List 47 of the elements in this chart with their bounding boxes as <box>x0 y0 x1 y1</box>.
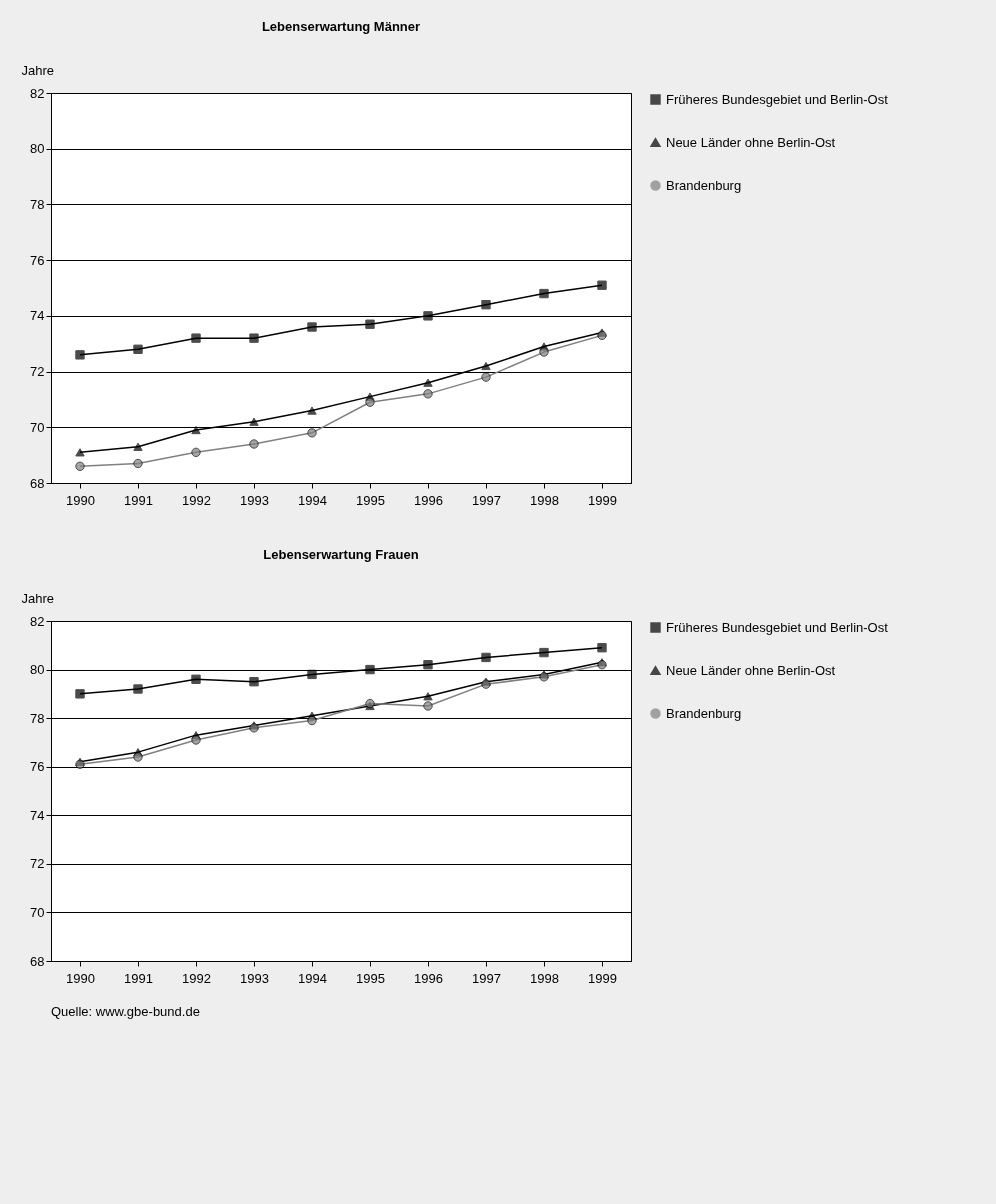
legend-label: Neue Länder ohne Berlin-Ost <box>666 662 836 678</box>
y-tick-label: 76 <box>30 759 45 775</box>
chart-title: Lebenserwartung Frauen <box>263 547 419 562</box>
y-tick-label: 80 <box>30 141 45 157</box>
x-tick-label: 1998 <box>530 492 559 508</box>
x-tick-label: 1991 <box>124 970 153 986</box>
x-tick-label: 1999 <box>588 970 617 986</box>
x-tick-label: 1998 <box>530 970 559 986</box>
y-tick-label: 70 <box>30 419 45 435</box>
x-tick-label: 1997 <box>472 492 501 508</box>
y-axis-title: Jahre <box>21 62 55 78</box>
x-tick-label: 1994 <box>298 492 327 508</box>
x-tick-label: 1990 <box>66 970 95 986</box>
y-tick-label: 74 <box>30 807 45 823</box>
chart-title: Lebenserwartung Männer <box>261 19 421 34</box>
y-tick-label: 72 <box>30 856 45 872</box>
legend-label: Früheres Bundesgebiet und Berlin-Ost <box>666 619 889 635</box>
y-tick-label: 82 <box>30 613 45 629</box>
y-tick-label: 68 <box>30 475 45 491</box>
y-tick-label: 78 <box>30 710 45 726</box>
y-tick-label: 68 <box>30 953 45 969</box>
x-tick-label: 1993 <box>240 970 269 986</box>
x-tick-label: 1995 <box>356 492 385 508</box>
y-tick-label: 74 <box>30 308 45 324</box>
y-tick-label: 82 <box>30 85 45 101</box>
y-tick-label: 78 <box>30 196 45 212</box>
x-tick-label: 1992 <box>182 970 211 986</box>
x-tick-label: 1995 <box>356 970 385 986</box>
x-tick-label: 1999 <box>588 492 617 508</box>
x-tick-label: 1994 <box>298 970 327 986</box>
y-tick-label: 70 <box>30 904 45 920</box>
legend-label: Brandenburg <box>666 705 742 721</box>
legend-label: Brandenburg <box>666 177 742 193</box>
x-tick-label: 1996 <box>414 970 443 986</box>
x-tick-label: 1990 <box>66 492 95 508</box>
legend-label: Neue Länder ohne Berlin-Ost <box>666 134 836 150</box>
legend-label: Früheres Bundesgebiet und Berlin-Ost <box>666 91 889 107</box>
y-tick-label: 76 <box>30 252 45 268</box>
x-tick-label: 1996 <box>414 492 443 508</box>
x-tick-label: 1993 <box>240 492 269 508</box>
x-tick-label: 1992 <box>182 492 211 508</box>
y-tick-label: 80 <box>30 662 45 678</box>
y-tick-label: 72 <box>30 364 45 380</box>
x-tick-label: 1997 <box>472 970 501 986</box>
source-note: Quelle: www.gbe-bund.de <box>51 1003 200 1019</box>
x-tick-label: 1991 <box>124 492 153 508</box>
y-axis-title: Jahre <box>21 590 55 606</box>
